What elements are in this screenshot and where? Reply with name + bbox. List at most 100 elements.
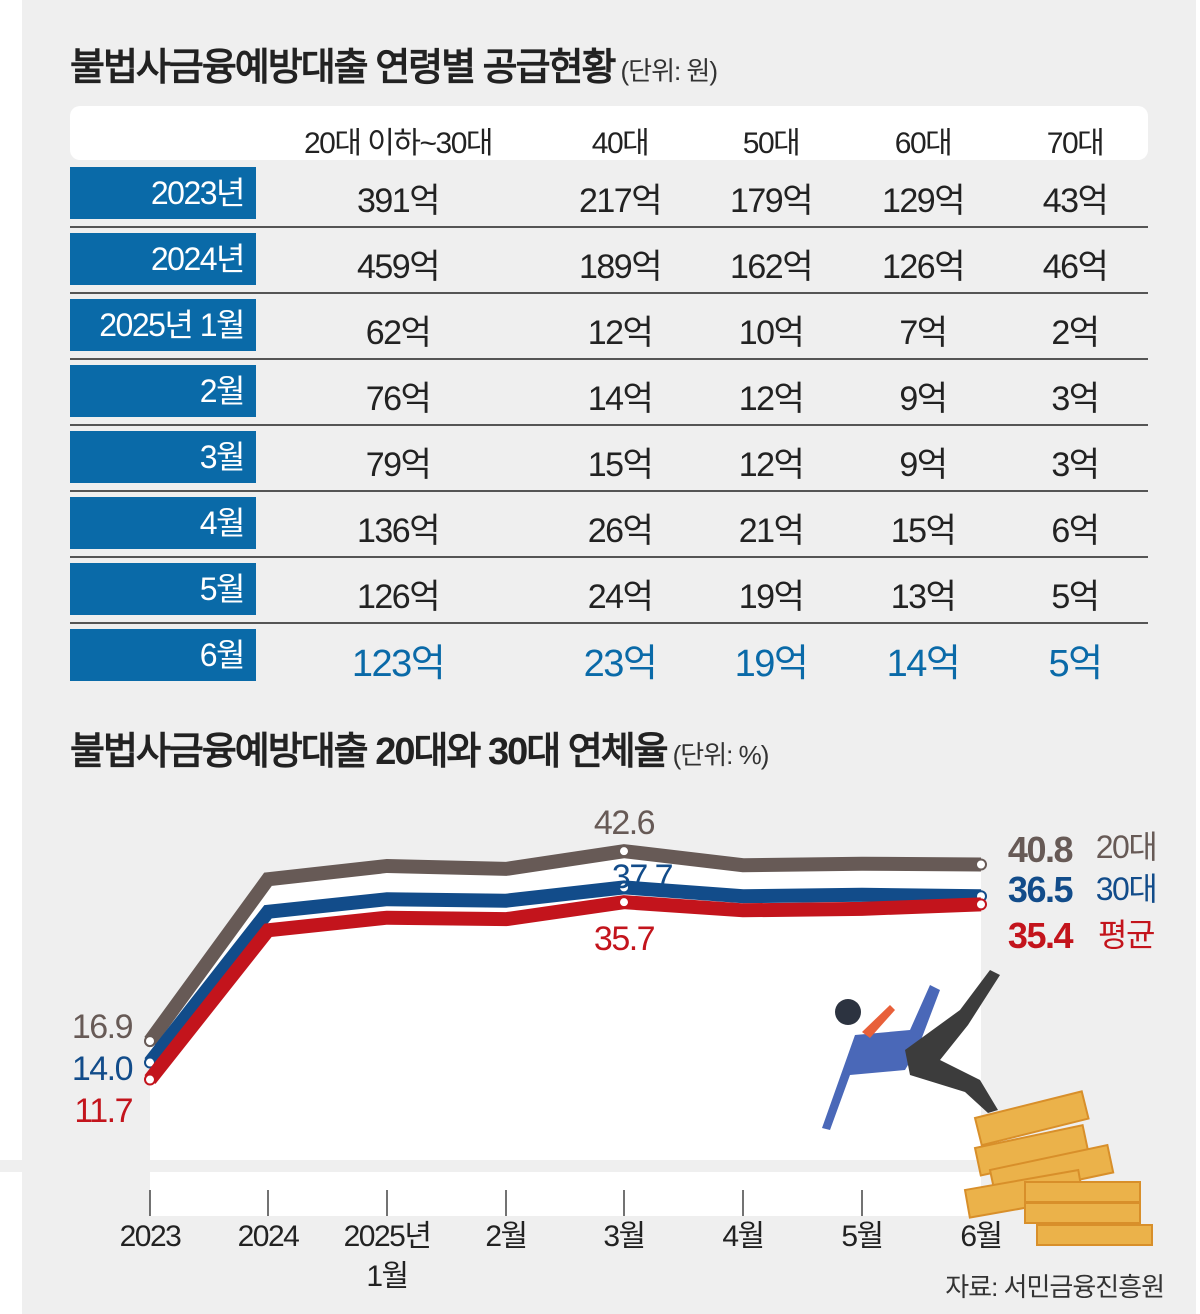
table-cell: 7억 <box>899 314 948 352</box>
legend-20대: 20대 <box>1096 829 1157 865</box>
table-row: 2월 76억 14억 12억 9억 3억 <box>70 365 1148 418</box>
series-line-평균 <box>144 895 982 1084</box>
data-point <box>144 1073 156 1086</box>
column-header: 60대 <box>894 127 953 160</box>
row-label: 2024년 <box>70 233 256 285</box>
data-label: 42.6 <box>594 804 655 842</box>
row-divider <box>70 226 1148 228</box>
data-label: 40.8 <box>1008 829 1073 870</box>
table-cell: 12억 <box>738 380 805 418</box>
table-cell: 12억 <box>587 314 654 352</box>
table-cell: 62억 <box>365 314 432 352</box>
table-cell: 23억 <box>583 643 658 685</box>
row-label: 2월 <box>70 365 256 417</box>
table-cell: 76억 <box>365 380 432 418</box>
data-label: 36.5 <box>1008 869 1074 910</box>
plot-area <box>150 851 981 1160</box>
data-point <box>618 845 630 858</box>
row-divider <box>70 556 1148 558</box>
chart-unit: (단위: %) <box>672 740 770 770</box>
legend-평균: 평균 <box>1098 917 1154 953</box>
table-cell: 5억 <box>1048 643 1103 685</box>
table-cell: 3억 <box>1051 446 1100 484</box>
row-label: 2023년 <box>70 167 256 219</box>
axis-area <box>150 1172 981 1216</box>
table-cell: 14억 <box>886 643 961 685</box>
table-cell: 13억 <box>890 578 957 616</box>
table-header: 20대 이하~30대 40대 50대 60대 70대 <box>70 106 1148 160</box>
row-divider <box>70 292 1148 294</box>
data-point <box>975 858 987 871</box>
table-cell: 43억 <box>1042 182 1109 220</box>
data-label: 37.7 <box>612 858 673 896</box>
data-point <box>975 898 987 911</box>
data-point <box>144 1035 156 1048</box>
table-cell: 15억 <box>890 512 957 550</box>
row-divider <box>70 490 1148 492</box>
legend-30대: 30대 <box>1096 871 1157 907</box>
x-tick-label: 2025년 <box>344 1220 431 1253</box>
table-cell: 217억 <box>578 182 663 220</box>
row-label: 2025년 1월 <box>70 299 256 351</box>
table-cell: 129억 <box>881 182 966 220</box>
table-cell: 26억 <box>587 512 654 550</box>
table-cell: 9억 <box>899 446 948 484</box>
source-note: 자료: 서민금융진흥원 <box>945 1272 1165 1302</box>
table-cell: 21억 <box>738 512 805 550</box>
row-label: 6월 <box>70 629 256 681</box>
x-tick-label: 2024 <box>238 1220 300 1253</box>
table-cell: 79억 <box>365 446 432 484</box>
table-cell: 123억 <box>351 643 446 685</box>
row-label: 4월 <box>70 497 256 549</box>
table-cell: 12억 <box>738 446 805 484</box>
gold-coin-stack-icon <box>1036 1224 1153 1246</box>
row-divider <box>70 622 1148 624</box>
table-cell: 189억 <box>578 248 663 286</box>
column-header: 20대 이하~30대 <box>304 127 494 160</box>
table-cell: 391억 <box>356 182 441 220</box>
table-cell: 162억 <box>729 248 814 286</box>
table-cell: 459억 <box>356 248 441 286</box>
falling-man-legs-icon <box>905 970 1000 1113</box>
table-cell: 179억 <box>729 182 814 220</box>
data-label: 14.0 <box>72 1050 133 1088</box>
axis-band <box>0 1160 1000 1172</box>
table-title-text: 불법사금융예방대출 연령별 공급현황 <box>70 47 616 89</box>
table-unit: (단위: 원) <box>620 56 718 86</box>
table-cell: 9억 <box>899 380 948 418</box>
table-cell: 24억 <box>587 578 654 616</box>
row-divider <box>70 358 1148 360</box>
table-row: 6월 123억 23억 19억 14억 5억 <box>70 629 1148 685</box>
column-header: 50대 <box>742 127 801 160</box>
table-cell: 15억 <box>587 446 654 484</box>
x-tick-label: 4월 <box>722 1220 763 1253</box>
table-row: 2025년 1월 62억 12억 10억 7억 2억 <box>70 299 1148 352</box>
row-label: 5월 <box>70 563 256 615</box>
column-header: 40대 <box>591 127 650 160</box>
table-cell: 5억 <box>1051 578 1100 616</box>
table-title: 불법사금융예방대출 연령별 공급현황 (단위: 원) <box>70 36 718 91</box>
gold-coin-stack-icon <box>973 1090 1090 1147</box>
table-row: 2023년 391억 217억 179억 129억 43억 <box>70 167 1148 220</box>
x-tick-label: 3월 <box>603 1220 644 1253</box>
table-cell: 46억 <box>1042 248 1109 286</box>
chart-title-text: 불법사금융예방대출 20대와 30대 연체율 <box>70 731 669 773</box>
falling-man-head-icon <box>835 999 861 1025</box>
data-label: 11.7 <box>74 1092 132 1130</box>
x-tick-label: 2023 <box>120 1220 182 1253</box>
table-cell: 3억 <box>1051 380 1100 418</box>
x-tick-label: 6월 <box>960 1220 1001 1253</box>
table-row: 4월 136억 26억 21억 15억 6억 <box>70 497 1148 550</box>
gold-coin-stack-icon <box>1024 1181 1141 1203</box>
table-cell: 14억 <box>587 380 654 418</box>
data-label: 35.7 <box>594 920 655 958</box>
series-line-20대 <box>144 844 982 1046</box>
data-label: 16.9 <box>72 1008 133 1046</box>
table-cell: 2억 <box>1051 314 1100 352</box>
column-header: 70대 <box>1046 127 1105 160</box>
table-cell: 19억 <box>738 578 805 616</box>
falling-man-body-icon <box>822 985 940 1130</box>
x-tick-label: 2월 <box>485 1220 526 1253</box>
table-cell: 126억 <box>356 578 441 616</box>
x-tick-label: 1월 <box>366 1260 407 1293</box>
